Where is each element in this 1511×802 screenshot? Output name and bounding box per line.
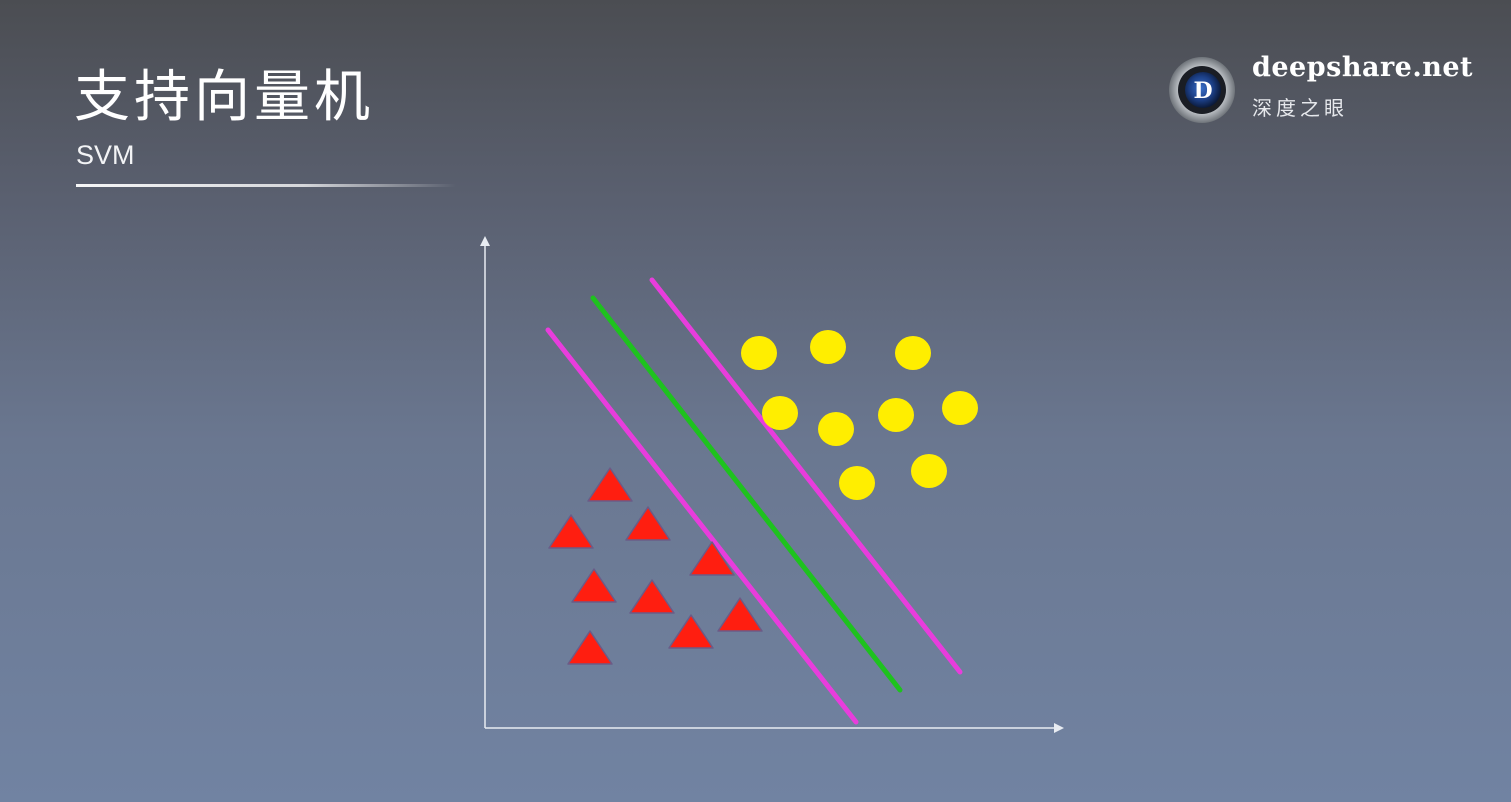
slide-subtitle: SVM [76,140,135,170]
axes [480,236,1064,733]
circle-point [818,412,854,446]
lower-margin-line [545,327,859,725]
triangle-point [625,506,671,541]
hyperplane-line [590,295,903,693]
brand-name: deepshare.net [1252,52,1474,83]
brand-tagline: 深度之眼 [1252,96,1348,120]
slide-title: 支持向量机 [74,65,374,130]
triangle-point [689,541,735,576]
triangle-point [548,514,594,549]
triangle-point [717,597,763,632]
circle-class [741,330,978,500]
triangle-point [571,568,617,603]
brand-block: D deepshare.net 深度之眼 [1168,52,1473,132]
triangle-point [668,614,714,649]
circle-point [911,454,947,488]
triangle-point [629,579,675,614]
upper-margin-line [649,277,963,675]
circle-point [762,396,798,430]
circle-point [839,466,875,500]
circle-point [810,330,846,364]
circle-point [878,398,914,432]
circle-point [895,336,931,370]
triangle-point [587,467,633,502]
logo-letter: D [1193,78,1212,104]
triangle-point [567,630,613,665]
triangle-class [548,467,763,665]
circle-point [942,391,978,425]
title-underline [76,184,456,187]
y-axis-arrow-icon [480,236,490,246]
circle-point [741,336,777,370]
x-axis-arrow-icon [1054,723,1064,733]
eye-logo-icon: D [1169,57,1235,123]
